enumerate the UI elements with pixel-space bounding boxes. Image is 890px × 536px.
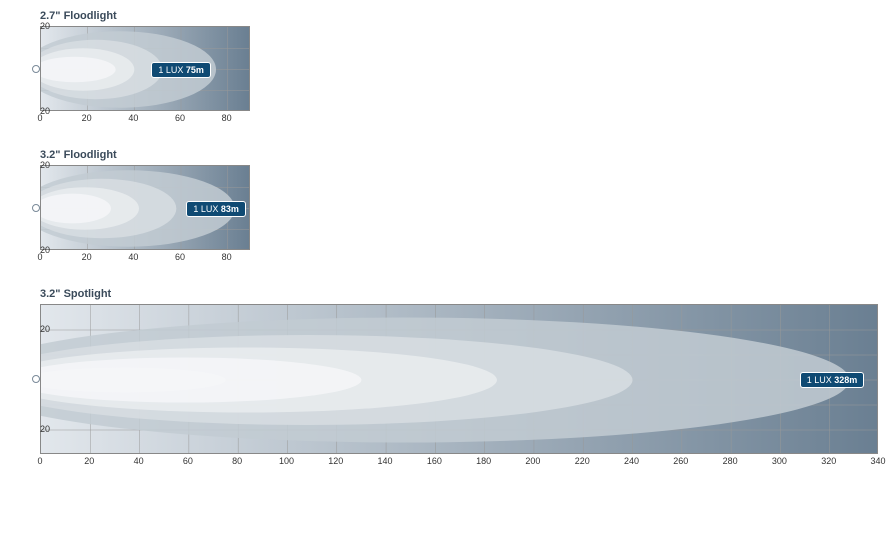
chart-wrap: 1 LUX 83m2020 <box>8 165 250 250</box>
plot-area: 1 LUX 328m <box>40 304 878 454</box>
lux-distance: 83m <box>221 204 239 214</box>
origin-icon <box>32 65 40 73</box>
x-axis-label: 140 <box>378 456 393 466</box>
chart-wrap: 1 LUX 328m2020 <box>8 304 878 454</box>
x-axis-label: 280 <box>723 456 738 466</box>
x-axis-label: 0 <box>37 252 42 262</box>
x-axis-label: 240 <box>624 456 639 466</box>
x-axis-label: 60 <box>175 113 185 123</box>
plot-area: 1 LUX 83m <box>40 165 250 250</box>
x-axis-label: 300 <box>772 456 787 466</box>
lux-label: 1 LUX <box>158 65 186 75</box>
x-axis-label: 260 <box>673 456 688 466</box>
x-axis-label: 40 <box>134 456 144 466</box>
x-axis-label: 320 <box>821 456 836 466</box>
x-axis: 0 20 40 60 80 <box>40 250 250 264</box>
x-axis-label: 80 <box>232 456 242 466</box>
lux-label: 1 LUX <box>807 375 835 385</box>
x-axis-label: 40 <box>128 113 138 123</box>
x-axis-label: 100 <box>279 456 294 466</box>
x-axis-label: 20 <box>82 113 92 123</box>
chart-title: 3.2" Spotlight <box>8 288 880 300</box>
x-axis-label: 40 <box>128 252 138 262</box>
lux-badge: 1 LUX 328m <box>800 372 865 388</box>
x-axis-label: 20 <box>84 456 94 466</box>
x-axis-label: 220 <box>575 456 590 466</box>
chart-title: 3.2" Floodlight <box>8 149 880 161</box>
lux-badge: 1 LUX 75m <box>151 62 211 78</box>
chart-title: 2.7" Floodlight <box>8 10 880 22</box>
lux-label: 1 LUX <box>193 204 221 214</box>
x-axis-label: 120 <box>328 456 343 466</box>
x-axis: 0 20 40 60 80 100 120 140 160 180 200 220 240 260 280 3… <box>40 454 878 468</box>
x-axis: 0 20 40 60 80 <box>40 111 250 125</box>
x-axis-label: 0 <box>37 456 42 466</box>
origin-icon <box>32 204 40 212</box>
chart-block: 3.2" Spotlight 1 LUX 328m2020 0 20 40 60 80 100… <box>8 288 880 468</box>
x-axis-label: 200 <box>525 456 540 466</box>
x-axis-label: 340 <box>870 456 885 466</box>
x-axis-label: 20 <box>82 252 92 262</box>
x-axis-label: 180 <box>476 456 491 466</box>
x-axis-label: 80 <box>222 252 232 262</box>
chart-block: 3.2" Floodlight 1 LUX 83m2020 0 20 40 60 80 <box>8 149 880 264</box>
lux-distance: 75m <box>186 65 204 75</box>
x-axis-label: 160 <box>427 456 442 466</box>
x-axis-label: 0 <box>37 113 42 123</box>
plot-area: 1 LUX 75m <box>40 26 250 111</box>
x-axis-label: 80 <box>222 113 232 123</box>
x-axis-label: 60 <box>175 252 185 262</box>
origin-icon <box>32 375 40 383</box>
lux-badge: 1 LUX 83m <box>186 201 246 217</box>
x-axis-label: 60 <box>183 456 193 466</box>
chart-wrap: 1 LUX 75m2020 <box>8 26 250 111</box>
lux-distance: 328m <box>834 375 857 385</box>
chart-block: 2.7" Floodlight 1 LUX 75m2020 0 20 40 60 80 <box>8 10 880 125</box>
